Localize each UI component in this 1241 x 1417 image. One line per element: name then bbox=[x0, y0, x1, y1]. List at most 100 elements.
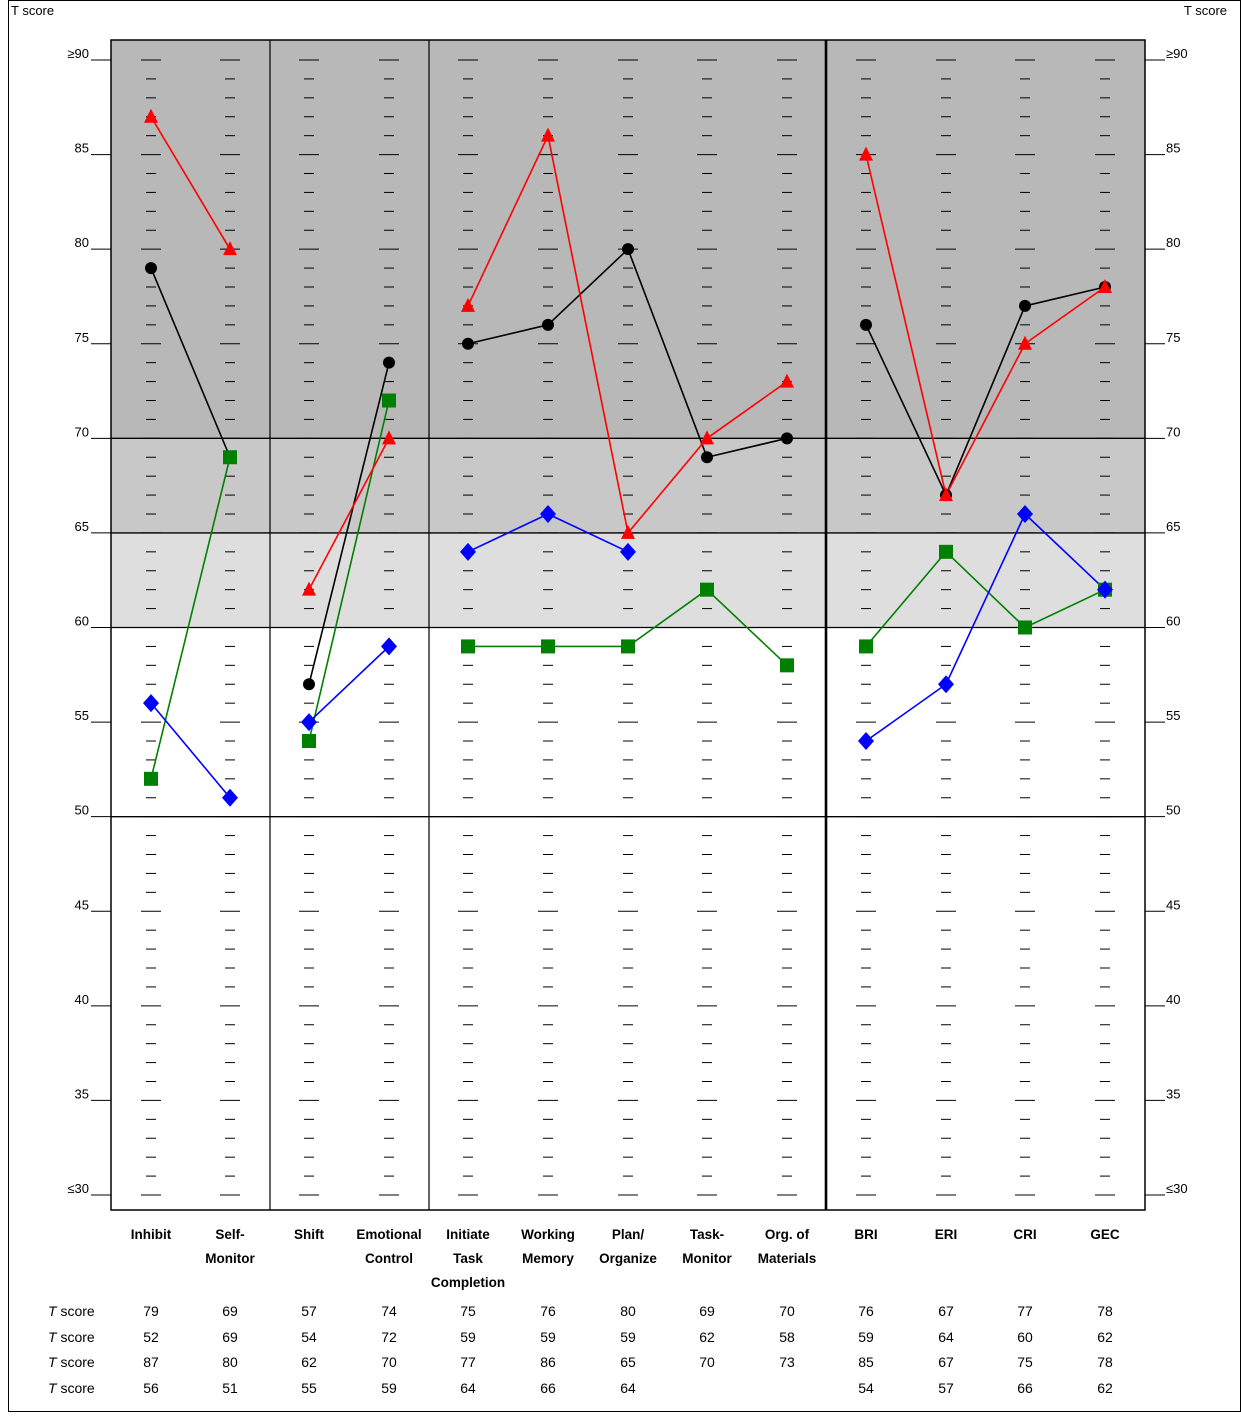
row-label-T: T bbox=[48, 1354, 58, 1370]
data-point-diamond bbox=[540, 505, 556, 523]
table-cell: 59 bbox=[460, 1329, 476, 1345]
right-tick-label: 85 bbox=[1166, 141, 1180, 156]
series-line-triangle bbox=[467, 135, 549, 307]
table-cell: 70 bbox=[699, 1354, 715, 1370]
data-point-diamond bbox=[301, 713, 317, 732]
table-cell: 58 bbox=[779, 1329, 795, 1345]
table-cell: 62 bbox=[1097, 1380, 1113, 1396]
row-label-score: score bbox=[57, 1354, 95, 1370]
table-cell: 67 bbox=[938, 1303, 954, 1319]
table-cell: 54 bbox=[858, 1380, 874, 1396]
table-row-label: T score bbox=[48, 1303, 95, 1319]
category-label: Monitor bbox=[682, 1251, 732, 1266]
left-tick-label: 65 bbox=[75, 519, 89, 534]
data-point-triangle bbox=[302, 581, 316, 596]
left-tick-label: 70 bbox=[75, 424, 89, 439]
right-tick-label: 70 bbox=[1166, 424, 1180, 439]
right-tick-label: 60 bbox=[1166, 614, 1180, 629]
series-line-square bbox=[706, 589, 788, 666]
data-point-circle bbox=[462, 337, 474, 350]
series-line-square bbox=[945, 551, 1026, 629]
series-line-triangle bbox=[945, 343, 1026, 496]
data-point-triangle bbox=[144, 108, 158, 123]
data-point-triangle bbox=[541, 127, 555, 142]
data-point-square bbox=[1018, 620, 1032, 635]
series-line-diamond bbox=[150, 702, 231, 799]
data-point-diamond bbox=[620, 542, 636, 561]
right-axis-title: T score bbox=[1184, 3, 1227, 18]
table-cell: 64 bbox=[620, 1380, 636, 1396]
left-axis-title: T score bbox=[11, 3, 54, 18]
data-point-square bbox=[302, 734, 316, 748]
category-label: GEC bbox=[1090, 1227, 1120, 1242]
table-cell: 75 bbox=[460, 1303, 476, 1319]
data-point-square bbox=[939, 544, 953, 559]
table-cell: 66 bbox=[540, 1380, 556, 1396]
table-cell: 70 bbox=[779, 1303, 795, 1319]
shading-band bbox=[111, 40, 1145, 439]
table-cell: 64 bbox=[938, 1329, 954, 1345]
table-cell: 75 bbox=[1017, 1354, 1033, 1370]
data-point-diamond bbox=[938, 675, 954, 694]
category-label: Emotional bbox=[356, 1227, 421, 1242]
table-cell: 64 bbox=[460, 1380, 476, 1396]
series-line-triangle bbox=[627, 437, 708, 534]
data-point-square bbox=[621, 639, 635, 654]
table-cell: 52 bbox=[143, 1329, 159, 1345]
category-label: Plan/ bbox=[612, 1227, 645, 1242]
table-cell: 51 bbox=[222, 1380, 238, 1396]
data-point-triangle bbox=[621, 524, 635, 539]
data-point-square bbox=[700, 582, 714, 597]
data-point-triangle bbox=[223, 241, 237, 256]
table-cell: 67 bbox=[938, 1354, 954, 1370]
data-point-diamond bbox=[858, 732, 874, 750]
row-label-T: T bbox=[48, 1380, 58, 1396]
shading-band bbox=[111, 438, 1145, 533]
right-tick-label: 40 bbox=[1166, 992, 1180, 1007]
table-cell: 69 bbox=[699, 1303, 715, 1319]
category-label: CRI bbox=[1013, 1227, 1036, 1242]
category-label: Org. of bbox=[765, 1227, 810, 1242]
series-line-circle bbox=[467, 324, 549, 345]
category-label: Monitor bbox=[205, 1251, 255, 1266]
data-point-diamond bbox=[1017, 505, 1033, 523]
series-line-triangle bbox=[1024, 286, 1106, 345]
row-label-T: T bbox=[48, 1329, 58, 1345]
series-line-triangle bbox=[308, 437, 390, 591]
data-point-diamond bbox=[381, 637, 397, 656]
data-point-circle bbox=[303, 678, 315, 691]
series-line-diamond bbox=[945, 513, 1026, 685]
data-point-circle bbox=[622, 243, 634, 256]
table-cell: 69 bbox=[222, 1303, 238, 1319]
category-label: Materials bbox=[758, 1251, 817, 1266]
series-line-circle bbox=[150, 267, 231, 458]
row-label-score: score bbox=[57, 1329, 95, 1345]
series-line-circle bbox=[547, 248, 629, 326]
left-tick-label: ≥90 bbox=[67, 46, 89, 61]
data-point-square bbox=[859, 639, 873, 654]
data-point-triangle bbox=[1098, 279, 1112, 293]
data-point-diamond bbox=[222, 788, 238, 807]
table-cell: 56 bbox=[143, 1380, 159, 1396]
series-line-circle bbox=[308, 362, 390, 685]
table-cell: 54 bbox=[301, 1329, 317, 1345]
table-cell: 87 bbox=[143, 1354, 159, 1370]
data-point-triangle bbox=[859, 146, 873, 161]
series-line-circle bbox=[865, 324, 947, 496]
data-point-triangle bbox=[939, 487, 953, 502]
data-point-triangle bbox=[700, 430, 714, 445]
series-line-diamond bbox=[1024, 513, 1106, 591]
table-cell: 57 bbox=[938, 1380, 954, 1396]
series-line-triangle bbox=[865, 154, 947, 496]
category-label: Initiate bbox=[446, 1227, 490, 1242]
left-tick-label: 35 bbox=[75, 1086, 89, 1101]
right-tick-label: 55 bbox=[1166, 708, 1180, 723]
left-tick-label: 40 bbox=[75, 992, 89, 1007]
data-point-square bbox=[780, 658, 794, 673]
category-label: Working bbox=[521, 1227, 575, 1242]
data-point-circle bbox=[383, 356, 395, 369]
table-cell: 55 bbox=[301, 1380, 317, 1396]
right-tick-label: ≥90 bbox=[1166, 46, 1188, 61]
category-label: Completion bbox=[431, 1275, 505, 1290]
